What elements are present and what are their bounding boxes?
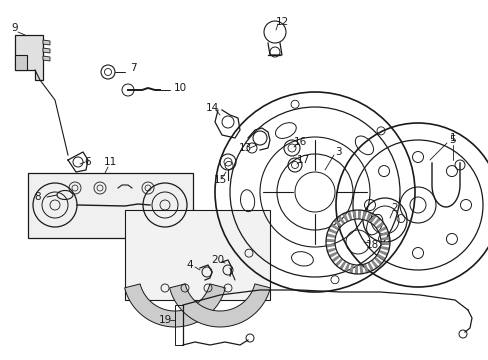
Polygon shape <box>43 40 50 45</box>
Bar <box>175 305 183 345</box>
Polygon shape <box>326 233 335 238</box>
Text: 6: 6 <box>84 157 91 167</box>
Polygon shape <box>348 264 353 274</box>
Text: 18: 18 <box>365 240 378 250</box>
Polygon shape <box>352 210 356 219</box>
Polygon shape <box>326 248 336 253</box>
Text: 2: 2 <box>391 203 398 213</box>
Polygon shape <box>339 261 346 270</box>
Polygon shape <box>354 265 357 274</box>
Text: 13: 13 <box>238 143 251 153</box>
Polygon shape <box>366 262 373 271</box>
Polygon shape <box>333 219 341 227</box>
Text: 1: 1 <box>449 133 455 143</box>
Polygon shape <box>43 48 50 53</box>
Text: 16: 16 <box>293 137 306 147</box>
Polygon shape <box>328 251 337 258</box>
Polygon shape <box>346 211 352 220</box>
Polygon shape <box>329 223 339 230</box>
Polygon shape <box>15 35 43 80</box>
Polygon shape <box>375 221 384 229</box>
Polygon shape <box>327 228 337 234</box>
Polygon shape <box>376 253 385 261</box>
Polygon shape <box>372 217 380 226</box>
Polygon shape <box>43 56 50 61</box>
Text: 17: 17 <box>296 155 309 165</box>
Polygon shape <box>379 231 388 237</box>
Text: 4: 4 <box>186 260 193 270</box>
Polygon shape <box>379 246 389 251</box>
Polygon shape <box>361 211 366 220</box>
Text: 9: 9 <box>12 23 18 33</box>
Text: 12: 12 <box>275 17 288 27</box>
Polygon shape <box>124 284 225 327</box>
Polygon shape <box>331 255 340 262</box>
Bar <box>125 210 269 300</box>
Polygon shape <box>373 257 382 265</box>
Polygon shape <box>377 226 386 233</box>
Text: 15: 15 <box>213 175 226 185</box>
Polygon shape <box>337 216 345 224</box>
Text: 11: 11 <box>103 157 116 167</box>
Polygon shape <box>380 237 389 240</box>
Polygon shape <box>363 264 368 273</box>
Polygon shape <box>365 212 371 221</box>
Text: 19: 19 <box>158 315 171 325</box>
Polygon shape <box>15 55 27 70</box>
Polygon shape <box>370 260 378 269</box>
Polygon shape <box>325 239 334 242</box>
Text: 5: 5 <box>449 135 455 145</box>
Polygon shape <box>357 210 361 219</box>
Polygon shape <box>369 214 376 224</box>
Text: 10: 10 <box>173 83 186 93</box>
Polygon shape <box>359 265 363 274</box>
Text: 3: 3 <box>334 147 341 157</box>
Polygon shape <box>378 250 387 256</box>
Text: 14: 14 <box>205 103 218 113</box>
Polygon shape <box>380 242 389 246</box>
Text: 7: 7 <box>129 63 136 73</box>
Polygon shape <box>169 284 270 327</box>
Polygon shape <box>341 213 348 222</box>
Polygon shape <box>343 263 349 272</box>
Polygon shape <box>325 244 335 248</box>
Text: 8: 8 <box>35 192 41 202</box>
Polygon shape <box>334 258 343 266</box>
Bar <box>28 173 193 238</box>
Text: 20: 20 <box>211 255 224 265</box>
